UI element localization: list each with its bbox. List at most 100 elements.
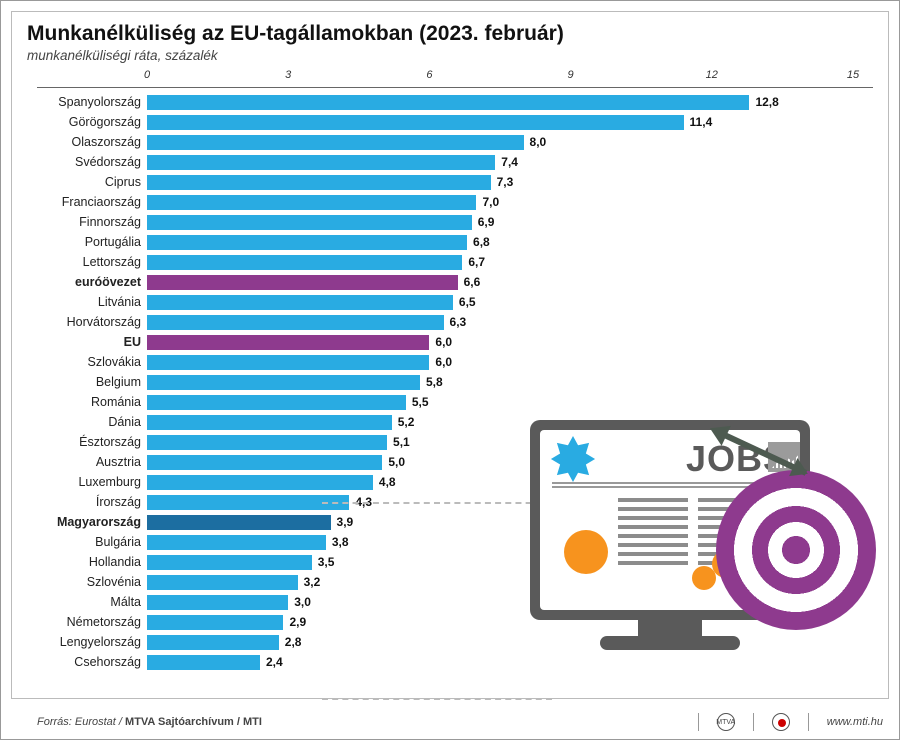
- source-prefix: Forrás: Eurostat /: [37, 716, 125, 728]
- eu-star-icon: [550, 436, 596, 482]
- monitor-base: [600, 636, 740, 650]
- bar-value: 3,0: [294, 595, 311, 609]
- bar-row: Görögország11,4: [37, 112, 873, 132]
- bar: [147, 635, 279, 650]
- bar-row: Finnország6,9: [37, 212, 873, 232]
- bar: [147, 155, 495, 170]
- bar-row: Litvánia 6,5: [37, 292, 873, 312]
- bar-track: 6,3: [147, 315, 853, 330]
- bar: [147, 215, 472, 230]
- axis-tick: 6: [426, 69, 432, 81]
- bar-row: Spanyolország12,8: [37, 92, 873, 112]
- bar-track: 7,4: [147, 155, 853, 170]
- bar-row: Svédország7,4: [37, 152, 873, 172]
- bar: [147, 435, 387, 450]
- bar-track: 6,6: [147, 275, 853, 290]
- row-label: Luxemburg: [37, 475, 147, 489]
- chart-subtitle: munkanélküliségi ráta, százalék: [27, 48, 873, 63]
- row-label: Görögország: [37, 115, 147, 129]
- bar: [147, 295, 453, 310]
- row-label: Lettország: [37, 255, 147, 269]
- row-label: Írország: [37, 495, 147, 509]
- target-icon: [716, 470, 876, 630]
- bar-row: Ciprus7,3: [37, 172, 873, 192]
- chart-title: Munkanélküliség az EU-tagállamokban (202…: [27, 22, 873, 46]
- bar-value: 8,0: [530, 135, 547, 149]
- bar-value: 6,8: [473, 235, 490, 249]
- row-label: Belgium: [37, 375, 147, 389]
- row-label: Románia: [37, 395, 147, 409]
- bar-value: 7,3: [497, 175, 514, 189]
- bar: [147, 315, 444, 330]
- bar-row: Szlovákia6,0: [37, 352, 873, 372]
- row-label: Málta: [37, 595, 147, 609]
- bar: [147, 135, 524, 150]
- bar-value: 4,8: [379, 475, 396, 489]
- bar: [147, 115, 684, 130]
- bar-row: Franciaország 7,0: [37, 192, 873, 212]
- row-label: Litvánia: [37, 295, 147, 309]
- infographic-frame: Munkanélküliség az EU-tagállamokban (202…: [0, 0, 900, 740]
- bar-track: 7,3: [147, 175, 853, 190]
- row-label: Portugália: [37, 235, 147, 249]
- bar: [147, 275, 458, 290]
- bar-track: 6,5: [147, 295, 853, 310]
- bar-track: 6,9: [147, 215, 853, 230]
- footer-separator: [698, 713, 699, 731]
- bar-track: 5,8: [147, 375, 853, 390]
- bar-value: 5,2: [398, 415, 415, 429]
- bar-row: Belgium 5,8: [37, 372, 873, 392]
- row-label: Spanyolország: [37, 95, 147, 109]
- bar: [147, 495, 349, 510]
- text-column-icon: [618, 498, 688, 565]
- bar: [147, 515, 331, 530]
- bar-value: 2,9: [289, 615, 306, 629]
- bar-track: 6,0: [147, 335, 853, 350]
- bar: [147, 95, 749, 110]
- content-area: Munkanélküliség az EU-tagállamokban (202…: [11, 11, 889, 699]
- bar-value: 3,2: [304, 575, 321, 589]
- bar: [147, 535, 326, 550]
- bar-value: 6,3: [450, 315, 467, 329]
- axis-tick: 12: [706, 69, 718, 81]
- bar-value: 2,4: [266, 655, 283, 669]
- axis-tick: 3: [285, 69, 291, 81]
- bar: [147, 615, 283, 630]
- bar: [147, 175, 491, 190]
- row-label: euróövezet: [37, 275, 147, 289]
- bar-row: Horvátország6,3: [37, 312, 873, 332]
- bar: [147, 455, 382, 470]
- lightbulb-icon: [564, 530, 608, 574]
- bar-value: 3,5: [318, 555, 335, 569]
- bar: [147, 595, 288, 610]
- bar-track: 6,8: [147, 235, 853, 250]
- bar: [147, 235, 467, 250]
- bar: [147, 415, 392, 430]
- bar-value: 5,8: [426, 375, 443, 389]
- bar-value: 7,0: [482, 195, 499, 209]
- bar-value: 5,5: [412, 395, 429, 409]
- axis-tick: 9: [568, 69, 574, 81]
- bar: [147, 575, 298, 590]
- bar-value: 6,5: [459, 295, 476, 309]
- row-label: Lengyelország: [37, 635, 147, 649]
- illustration: JOBS: [530, 400, 870, 680]
- bar-value: 6,6: [464, 275, 481, 289]
- bar-row: Portugália 6,8: [37, 232, 873, 252]
- row-label: Olaszország: [37, 135, 147, 149]
- bar-track: 12,8: [147, 95, 853, 110]
- bar-value: 2,8: [285, 635, 302, 649]
- footer-separator: [753, 713, 754, 731]
- mti-logo-icon: [772, 713, 790, 731]
- bar: [147, 395, 406, 410]
- footer-url: www.mti.hu: [827, 716, 883, 728]
- row-label: Franciaország: [37, 195, 147, 209]
- bar-row: EU6,0: [37, 332, 873, 352]
- row-label: Hollandia: [37, 555, 147, 569]
- x-axis: 03691215: [147, 69, 853, 85]
- row-label: Észtország: [37, 435, 147, 449]
- row-label: Svédország: [37, 155, 147, 169]
- bar-value: 3,9: [337, 515, 354, 529]
- bar-value: 6,7: [468, 255, 485, 269]
- bar-track: 6,7: [147, 255, 853, 270]
